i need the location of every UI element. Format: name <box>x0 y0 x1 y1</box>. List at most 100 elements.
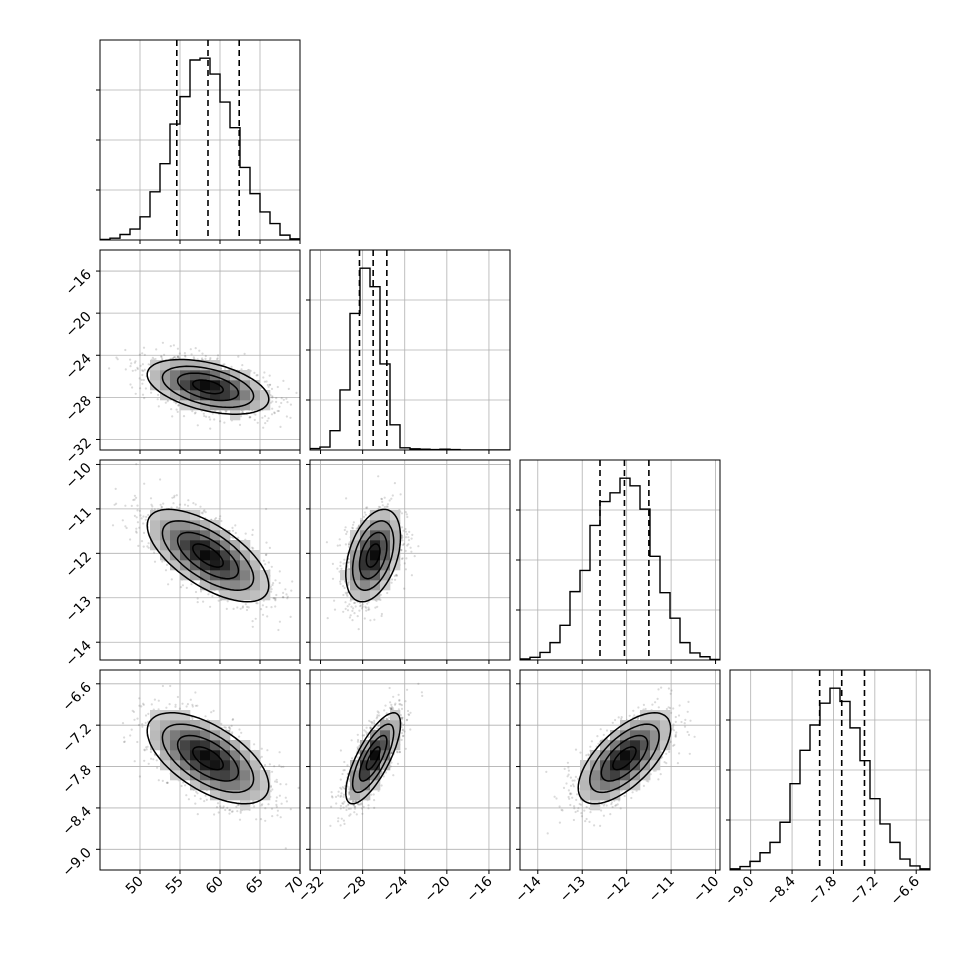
scatter-point <box>156 766 159 769</box>
scatter-point <box>133 361 136 364</box>
contour-1-0-2 <box>161 365 255 409</box>
scatter-point <box>225 607 228 611</box>
scatter-point <box>138 509 141 512</box>
scatter-point <box>291 580 294 583</box>
scatter-point <box>394 578 397 581</box>
density-cell <box>220 530 231 541</box>
scatter-point <box>194 503 197 506</box>
scatter-point <box>411 533 414 537</box>
density-cell <box>230 540 241 551</box>
density-cell <box>200 580 211 591</box>
density-cell <box>200 390 211 401</box>
scatter-point <box>190 583 193 586</box>
density-cell <box>390 520 401 531</box>
scatter-point <box>401 526 404 529</box>
scatter-point <box>226 600 229 603</box>
scatter-point <box>336 544 339 547</box>
density-cell <box>230 390 241 401</box>
contour-1-0-3 <box>146 358 270 415</box>
scatter-point <box>130 362 133 365</box>
scatter-point <box>185 586 188 590</box>
scatter-point <box>190 353 193 356</box>
scatter-point <box>400 557 404 561</box>
panel-frame-1-1 <box>309 249 511 451</box>
scatter-point <box>165 781 168 784</box>
scatter-point <box>185 794 188 797</box>
scatter-point <box>199 505 202 508</box>
scatter-point <box>383 496 386 499</box>
density-cell <box>380 540 391 551</box>
scatter-point <box>209 605 212 608</box>
ytick-label-2-2: −12 <box>63 549 95 581</box>
scatter-point <box>365 506 368 509</box>
scatter-point <box>234 524 237 527</box>
scatter-point <box>358 524 361 527</box>
scatter-point <box>261 416 264 419</box>
scatter-point <box>136 367 139 371</box>
scatter-point <box>273 597 276 600</box>
density-cell <box>200 530 211 541</box>
scatter-point <box>194 691 197 694</box>
scatter-point <box>282 591 285 595</box>
scatter-point <box>342 585 345 588</box>
scatter-point <box>325 541 328 544</box>
scatter-point <box>141 352 144 355</box>
scatter-point <box>395 573 398 576</box>
scatter-point <box>391 494 394 497</box>
scatter-point <box>248 416 252 419</box>
scatter-point <box>273 411 276 414</box>
scatter-point <box>405 557 408 560</box>
scatter-point <box>241 364 244 367</box>
density-cell <box>200 560 211 571</box>
scatter-point <box>343 586 346 590</box>
scatter-point <box>346 581 350 584</box>
scatter-point <box>222 363 225 366</box>
scatter-point <box>253 371 256 374</box>
scatter-point <box>241 411 244 414</box>
scatter-point <box>346 530 349 533</box>
density-cell <box>230 370 241 381</box>
scatter-point <box>249 416 252 419</box>
scatter-point <box>248 416 251 419</box>
scatter-point <box>381 500 384 503</box>
density-cell <box>360 560 371 571</box>
scatter-point <box>138 526 141 529</box>
scatter-point <box>338 538 341 541</box>
scatter-point <box>347 561 350 564</box>
scatter-point <box>223 363 226 366</box>
scatter-point <box>361 605 364 608</box>
scatter-point <box>194 704 197 707</box>
scatter-point <box>345 497 348 500</box>
scatter-point <box>130 504 133 507</box>
scatter-point <box>307 583 309 585</box>
scatter-point <box>168 703 171 706</box>
scatter-point <box>211 595 214 598</box>
scatter-point <box>209 427 212 430</box>
density-cell <box>380 570 391 581</box>
scatter-point <box>193 412 196 415</box>
density-cell <box>250 380 261 391</box>
contour-2-0-1 <box>176 531 240 580</box>
contour-2-1-1 <box>358 531 388 580</box>
density-cell <box>220 370 231 381</box>
scatter-point <box>179 586 183 589</box>
scatter-point <box>346 594 349 598</box>
scatter-point <box>265 605 268 609</box>
scatter-point <box>176 410 179 413</box>
scatter-point <box>140 517 143 520</box>
scatter-point <box>235 805 238 808</box>
scatter-point <box>380 614 383 618</box>
scatter-point <box>410 550 413 553</box>
contour-2-1-2 <box>351 520 395 591</box>
scatter-point <box>177 404 180 407</box>
scatter-point <box>183 352 186 355</box>
scatter-point <box>240 368 243 371</box>
scatter-point <box>342 593 345 597</box>
scatter-point <box>239 607 242 610</box>
scatter-point <box>345 532 348 536</box>
scatter-point <box>131 386 134 389</box>
scatter-point <box>400 549 403 552</box>
scatter-point <box>216 354 220 357</box>
scatter-point <box>368 608 371 611</box>
panel-frame-2-2 <box>519 459 721 661</box>
